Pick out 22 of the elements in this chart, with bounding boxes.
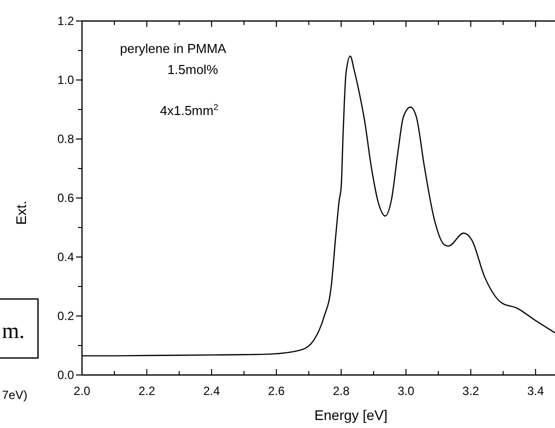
annotation: perylene in PMMA xyxy=(120,41,227,56)
annotation: 1.5mol% xyxy=(167,62,218,77)
x-tick-label: 3.4 xyxy=(527,384,544,398)
x-tick-label: 3.0 xyxy=(398,384,415,398)
x-tick-label: 3.2 xyxy=(462,384,480,398)
text: m. xyxy=(2,318,25,343)
annotation: 4x1.5mm$^{2}$ xyxy=(160,102,218,118)
x-tick-label: 2.8 xyxy=(332,384,350,398)
x-tick-label: 2.6 xyxy=(268,384,286,398)
y-tick-label: 0.0 xyxy=(57,368,74,382)
x-tick-label: 2.0 xyxy=(74,384,91,398)
x-tick-label: 2.2 xyxy=(138,384,156,398)
y-tick-label: 0.2 xyxy=(57,309,74,323)
x-tick-label: 2.4 xyxy=(203,384,220,398)
y-axis-title: Ext. xyxy=(13,200,29,225)
y-tick-label: 0.8 xyxy=(57,132,74,146)
y-tick-label: 1.0 xyxy=(57,73,74,87)
y-tick-label: 0.6 xyxy=(57,191,74,205)
y-tick-label: 1.2 xyxy=(57,14,74,28)
y-tick-label: 0.4 xyxy=(57,250,74,264)
text: 7eV) xyxy=(2,388,28,402)
x-axis-title: Energy [eV] xyxy=(314,407,388,423)
